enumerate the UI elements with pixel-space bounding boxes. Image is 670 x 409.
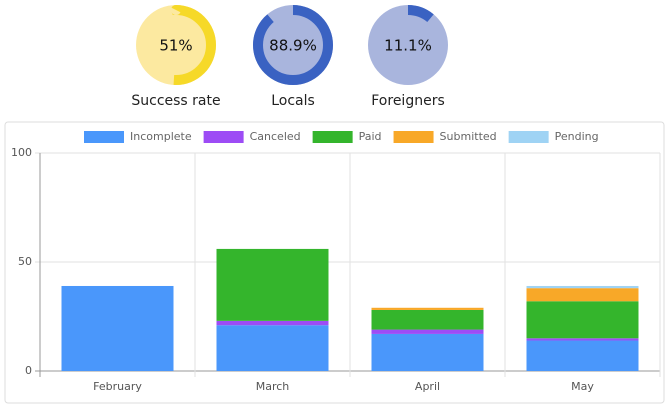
bar-segment (216, 320, 329, 326)
bar-segment (371, 309, 484, 330)
x-tick-label: April (415, 380, 440, 393)
x-tick-label: May (571, 380, 594, 393)
donut-value: 88.9% (269, 37, 317, 55)
bar-segment (61, 285, 174, 371)
legend-label: Canceled (250, 130, 301, 143)
bar-segment (371, 329, 484, 334)
legend-label: Submitted (440, 130, 497, 143)
legend-swatch (508, 131, 549, 143)
x-tick-label: March (256, 380, 290, 393)
y-tick-label: 100 (11, 146, 32, 159)
bar-segment (526, 338, 639, 341)
bar-segment (526, 340, 639, 371)
legend-label: Paid (359, 130, 382, 143)
donut-arc (136, 5, 216, 85)
bar-segment (526, 301, 639, 339)
bar-segment (216, 325, 329, 371)
bar-segment (526, 285, 639, 289)
donut-track (136, 5, 216, 85)
donut-arc (253, 5, 333, 85)
legend-label: Incomplete (130, 130, 192, 143)
legend-swatch (393, 131, 434, 143)
donut-value: 11.1% (384, 37, 432, 55)
bar-segment (371, 333, 484, 371)
y-tick-label: 50 (18, 255, 32, 268)
y-tick-label: 0 (25, 364, 32, 377)
donut-caption: Success rate (131, 93, 220, 109)
legend-swatch (203, 131, 244, 143)
donut-track (253, 5, 333, 85)
legend-label: Pending (555, 130, 599, 143)
legend-swatch (312, 131, 353, 143)
donut-caption: Foreigners (371, 93, 445, 109)
donut-value: 51% (159, 37, 192, 55)
bar-segment (526, 288, 639, 302)
x-tick-label: February (93, 380, 142, 393)
donut-track (368, 5, 448, 85)
donut-caption: Locals (271, 93, 315, 109)
bar-segment (216, 248, 329, 321)
legend-swatch (84, 131, 124, 143)
bar-segment (371, 307, 484, 310)
donut-arc (368, 5, 448, 85)
